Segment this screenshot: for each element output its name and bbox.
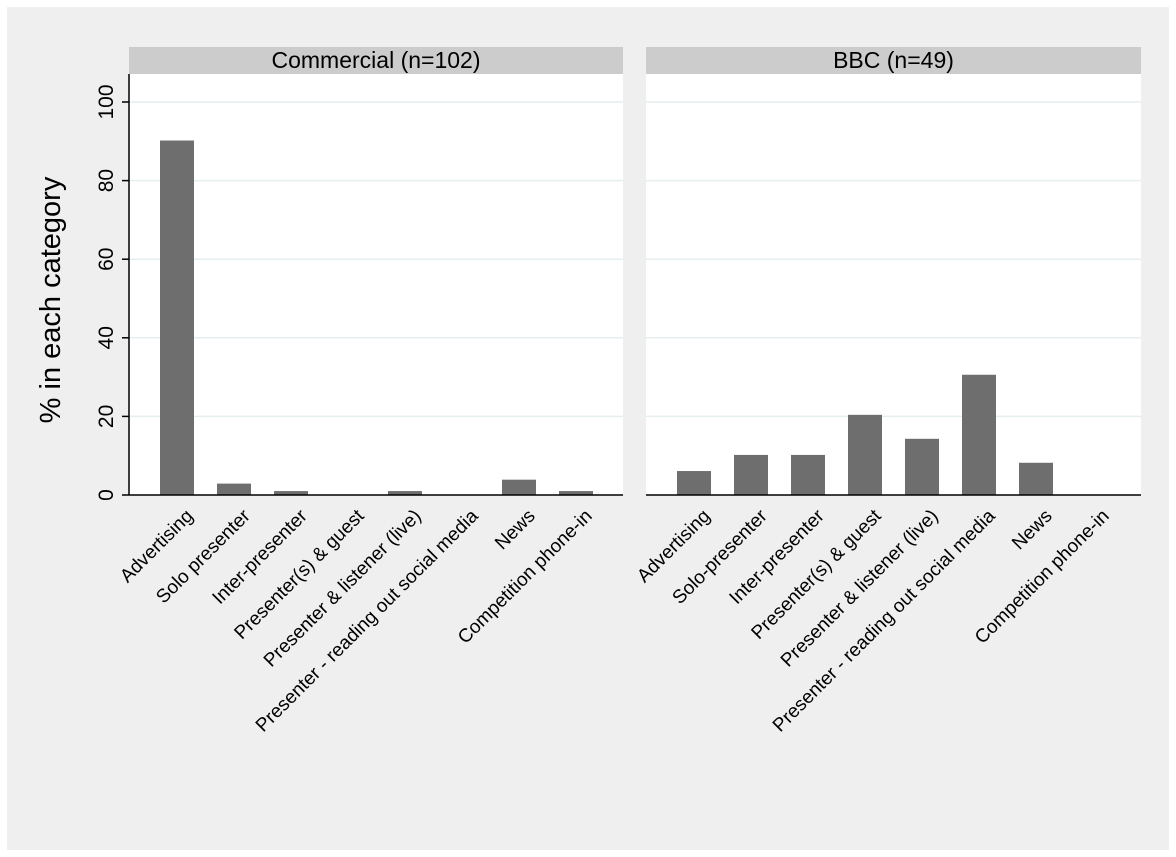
- bar: [559, 491, 593, 495]
- bar: [274, 491, 308, 495]
- category-label: News: [491, 506, 539, 554]
- panel-strip: [646, 47, 1141, 74]
- panel-title: BBC (n=49): [833, 47, 954, 73]
- bar: [848, 414, 882, 495]
- y-tick-label: 0: [95, 489, 118, 501]
- y-tick-label: 100: [95, 84, 118, 119]
- bar: [1019, 462, 1053, 495]
- bar: [388, 491, 422, 495]
- bar: [217, 483, 251, 495]
- plot-area: [646, 74, 1141, 495]
- panel-strip: [129, 47, 623, 74]
- y-axis-title: % in each category: [35, 176, 67, 423]
- y-tick-label: 80: [95, 169, 118, 192]
- bar: [791, 454, 825, 495]
- plot-area: [129, 74, 623, 495]
- category-label: News: [1008, 506, 1056, 554]
- bar: [962, 374, 996, 495]
- y-tick-label: 20: [95, 405, 118, 428]
- bar: [677, 471, 711, 495]
- bar: [502, 479, 536, 495]
- panel-title: Commercial (n=102): [272, 47, 481, 73]
- bar: [160, 140, 194, 495]
- y-tick-label: 40: [95, 326, 118, 349]
- bar: [905, 438, 939, 495]
- bar: [734, 454, 768, 495]
- y-tick-label: 60: [95, 248, 118, 271]
